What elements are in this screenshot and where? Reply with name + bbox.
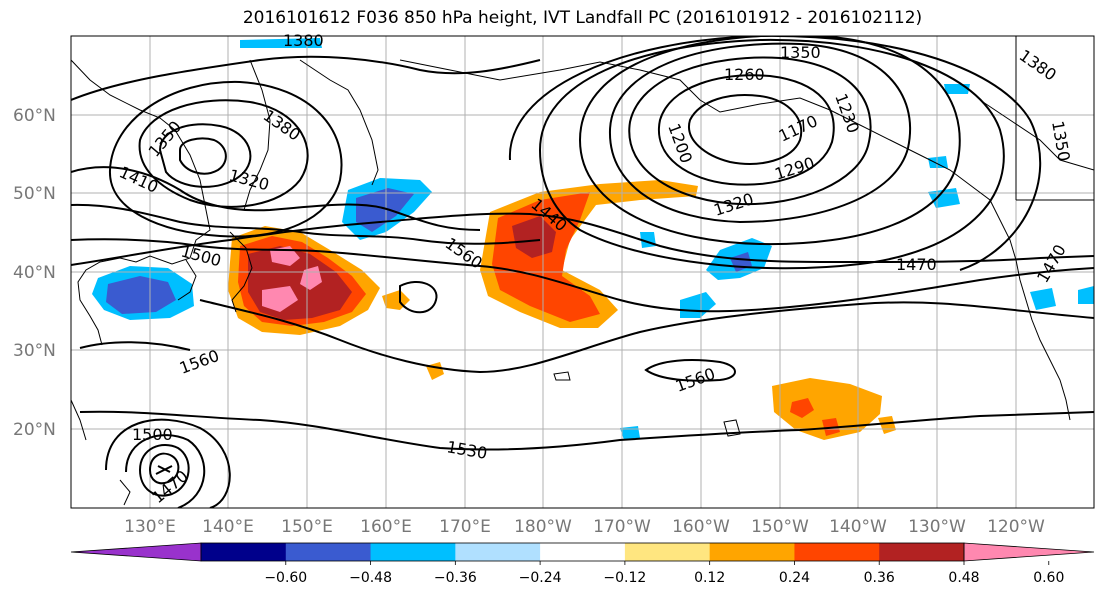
- colorbar-segment: [455, 543, 541, 561]
- colorbar-tick-label: 0.36: [864, 570, 895, 586]
- colorbar-tick-label: −0.24: [519, 570, 562, 586]
- colorbar-segment: [624, 543, 711, 561]
- contour-label: 1500: [132, 425, 173, 444]
- lon-label: 140°W: [829, 517, 887, 537]
- colorbar-extend-low: [70, 542, 202, 562]
- lon-label: 150°E: [281, 517, 333, 537]
- contour-label: 1470: [896, 255, 937, 274]
- lon-label: 170°E: [439, 517, 491, 537]
- colorbar-tick-label: 0.12: [694, 570, 725, 586]
- colorbar-tick-label: −0.36: [434, 570, 477, 586]
- colorbar-tick-label: 0.24: [779, 570, 810, 586]
- colorbar-tick-label: 0.48: [948, 570, 979, 586]
- contour-label: 1380: [283, 31, 324, 50]
- lon-label: 160°W: [672, 517, 730, 537]
- lon-label: 160°E: [360, 517, 412, 537]
- colorbar-tick-label: −0.60: [264, 570, 307, 586]
- colorbar-segment: [540, 543, 626, 561]
- lat-label: 40°N: [13, 263, 56, 283]
- lon-label: 150°W: [751, 517, 809, 537]
- colorbar-segment: [285, 543, 372, 561]
- lon-label: 180°W: [514, 517, 572, 537]
- longitude-labels: 130°E 140°E 150°E 160°E 170°E 180°W 170°…: [124, 517, 1045, 537]
- colorbar-tick-label: −0.48: [349, 570, 392, 586]
- colorbar-tick-label: −0.12: [603, 570, 646, 586]
- colorbar: −0.60 −0.48 −0.36 −0.24 −0.12 0.12 0.24 0.36 0.4…: [70, 542, 1095, 586]
- colorbar-segment: [709, 543, 795, 561]
- lat-label: 20°N: [13, 420, 56, 440]
- contour-label: 1260: [724, 65, 765, 84]
- lon-label: 130°E: [124, 517, 176, 537]
- colorbar-segment: [201, 543, 287, 561]
- graticule: [71, 36, 1094, 508]
- lat-label: 50°N: [13, 184, 56, 204]
- colorbar-segment: [794, 543, 880, 561]
- lon-label: 170°W: [593, 517, 651, 537]
- map-frame: [70, 35, 1095, 509]
- colorbar-extend-high: [963, 542, 1095, 562]
- lat-label: 60°N: [13, 106, 56, 126]
- map-title: 2016101612 F036 850 hPa height, IVT Land…: [242, 8, 923, 28]
- contour-label: 1350: [780, 43, 821, 62]
- lon-label: 140°E: [202, 517, 254, 537]
- height-contours: [71, 36, 1094, 508]
- colorbar-tick-label: 0.60: [1033, 570, 1064, 586]
- lat-label: 30°N: [13, 341, 56, 361]
- lon-label: 130°W: [908, 517, 966, 537]
- coastlines: [71, 36, 1094, 506]
- latitude-labels: 60°N 50°N 40°N 30°N 20°N: [13, 106, 56, 440]
- colorbar-segment: [879, 543, 965, 561]
- colorbar-segment: [370, 543, 456, 561]
- lon-label: 120°W: [987, 517, 1045, 537]
